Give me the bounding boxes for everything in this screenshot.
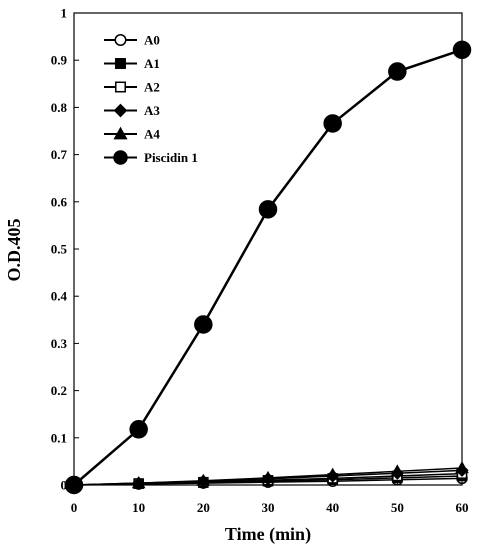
marker-filled-circle (323, 114, 342, 133)
y-tick-label: 0.3 (51, 336, 68, 351)
legend-label: A0 (144, 33, 160, 48)
y-tick-label: 0 (61, 478, 68, 493)
marker-filled-circle (452, 40, 472, 60)
legend-label: Piscidin 1 (144, 150, 198, 165)
y-tick-label: 0.5 (51, 242, 68, 257)
x-axis-title: Time (min) (225, 524, 311, 545)
marker-filled-circle (194, 315, 213, 334)
legend-item: A1 (104, 56, 160, 71)
legend-item: A0 (104, 33, 160, 48)
legend-label: A4 (144, 127, 160, 142)
marker-open-circle (114, 34, 127, 46)
y-tick-label: 1 (61, 6, 68, 21)
marker-filled-triangle (390, 464, 405, 477)
y-tick-label: 0.4 (51, 289, 68, 304)
legend-label: A1 (144, 56, 160, 71)
marker-filled-circle (129, 420, 148, 439)
y-tick-label: 0.1 (51, 430, 67, 445)
x-tick-label: 20 (197, 500, 210, 515)
marker-filled-circle (113, 150, 128, 165)
marker-filled-triangle (455, 460, 469, 474)
x-tick-label: 60 (456, 500, 469, 515)
x-tick-label: 0 (71, 500, 78, 515)
plot-area-border (73, 12, 463, 486)
y-axis-title: O.D.405 (4, 219, 24, 282)
y-tick-label: 0.7 (51, 147, 68, 162)
legend-item: A2 (104, 80, 160, 95)
axes: 00.10.20.30.40.50.60.70.80.910 10 20 30 40 50… (51, 6, 469, 516)
legend-label: A3 (144, 103, 160, 118)
series-piscidin-1 (64, 40, 472, 495)
y-tick-label: 0.2 (51, 383, 67, 398)
legend-item: Piscidin 1 (104, 150, 198, 165)
legend: A0 A1 A2 A3 A4 Piscidin 1 (104, 33, 198, 165)
marker-filled-diamond (113, 103, 128, 118)
y-tick-label: 0.8 (51, 100, 68, 115)
marker-filled-square (115, 58, 126, 69)
marker-filled-circle (258, 200, 278, 219)
marker-open-square (115, 81, 126, 93)
marker-filled-triangle (113, 126, 128, 140)
marker-filled-triangle (325, 467, 340, 480)
x-tick-label: 10 (132, 500, 145, 515)
plot-frame (73, 12, 463, 486)
marker-filled-circle (388, 62, 407, 81)
y-tick-label: 0.6 (51, 194, 68, 209)
x-tick-label: 40 (326, 500, 339, 515)
x-tick-label: 50 (391, 500, 404, 515)
legend-item: A3 (104, 103, 160, 118)
legend-label: A2 (144, 80, 160, 95)
series-layer (64, 40, 472, 495)
series-line (73, 48, 463, 486)
x-tick-label: 30 (262, 500, 275, 515)
legend-item: A4 (104, 127, 160, 142)
y-tick-label: 0.9 (51, 53, 68, 68)
